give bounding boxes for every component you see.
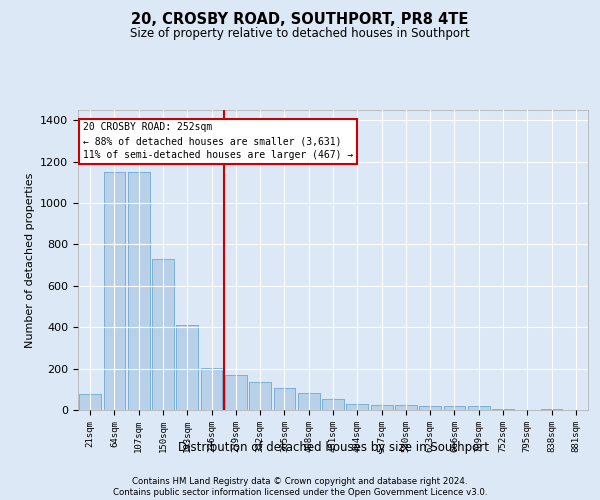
Bar <box>419 406 441 410</box>
Bar <box>492 409 514 410</box>
Bar <box>104 172 125 410</box>
Bar <box>346 404 368 410</box>
Bar <box>79 394 101 410</box>
Bar <box>176 325 198 410</box>
Bar <box>225 375 247 410</box>
Text: Distribution of detached houses by size in Southport: Distribution of detached houses by size … <box>178 441 488 454</box>
Bar <box>322 398 344 410</box>
Bar <box>468 406 490 410</box>
Bar <box>152 259 174 410</box>
Bar <box>128 172 149 410</box>
Bar <box>371 405 392 410</box>
Bar <box>249 382 271 410</box>
Bar <box>322 398 344 410</box>
Bar <box>541 409 562 410</box>
Bar <box>492 409 514 410</box>
Bar <box>395 406 417 410</box>
Text: 20, CROSBY ROAD, SOUTHPORT, PR8 4TE: 20, CROSBY ROAD, SOUTHPORT, PR8 4TE <box>131 12 469 28</box>
Bar <box>346 404 368 410</box>
Bar <box>249 382 271 410</box>
Bar <box>225 375 247 410</box>
Bar <box>298 394 320 410</box>
Bar <box>443 406 466 410</box>
Text: 20 CROSBY ROAD: 252sqm
← 88% of detached houses are smaller (3,631)
11% of semi-: 20 CROSBY ROAD: 252sqm ← 88% of detached… <box>83 122 353 160</box>
Bar <box>274 388 295 410</box>
Bar <box>468 406 490 410</box>
Bar <box>395 406 417 410</box>
Bar <box>200 368 223 410</box>
Bar <box>152 259 174 410</box>
Bar <box>298 394 320 410</box>
Bar <box>104 172 125 410</box>
Text: Size of property relative to detached houses in Southport: Size of property relative to detached ho… <box>130 28 470 40</box>
Bar <box>443 406 466 410</box>
Text: Contains HM Land Registry data © Crown copyright and database right 2024.: Contains HM Land Registry data © Crown c… <box>132 476 468 486</box>
Bar <box>541 409 562 410</box>
Bar <box>176 325 198 410</box>
Bar <box>419 406 441 410</box>
Bar <box>200 368 223 410</box>
Bar <box>274 388 295 410</box>
Text: Contains public sector information licensed under the Open Government Licence v3: Contains public sector information licen… <box>113 488 487 497</box>
Bar <box>128 172 149 410</box>
Bar <box>79 394 101 410</box>
Bar <box>371 405 392 410</box>
Y-axis label: Number of detached properties: Number of detached properties <box>25 172 35 348</box>
